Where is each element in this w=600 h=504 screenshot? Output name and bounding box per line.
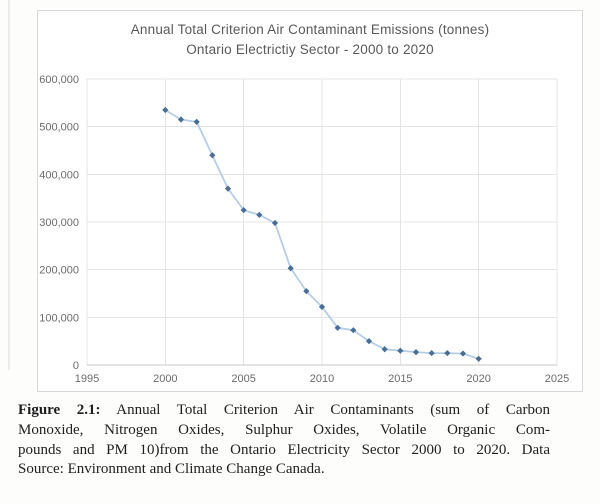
chart-plot: 0 100,000 200,000 300,000 400,000 500,000 600,… bbox=[39, 74, 569, 385]
svg-text:500,000: 500,000 bbox=[39, 122, 79, 134]
caption-line-3: pounds and PM 10)from the Ontario Electr… bbox=[18, 441, 550, 458]
svg-text:2015: 2015 bbox=[388, 373, 412, 385]
gridlines bbox=[86, 78, 558, 366]
chart-title-line1: Annual Total Criterion Air Contaminant E… bbox=[130, 22, 490, 37]
scan-edge-shadow bbox=[8, 0, 11, 370]
figure-label: Figure 2.1: bbox=[18, 402, 101, 418]
caption-line-2: Monoxide, Nitrogen Oxides, Sulphur Oxide… bbox=[18, 421, 550, 438]
figure-caption: Figure 2.1: Annual Total Criterion Air C… bbox=[18, 401, 550, 480]
svg-text:2000: 2000 bbox=[153, 373, 177, 385]
svg-text:600,000: 600,000 bbox=[39, 74, 79, 86]
data-markers bbox=[162, 106, 482, 362]
svg-text:2020: 2020 bbox=[466, 373, 490, 385]
svg-text:2005: 2005 bbox=[231, 373, 255, 385]
svg-text:2010: 2010 bbox=[310, 373, 334, 385]
svg-text:100,000: 100,000 bbox=[39, 312, 79, 324]
svg-text:0: 0 bbox=[73, 360, 79, 372]
emissions-chart: Annual Total Criterion Air Contaminant E… bbox=[37, 10, 583, 392]
chart-title-line2: Ontario Electrictiy Sector - 2000 to 202… bbox=[186, 42, 434, 57]
chart-title: Annual Total Criterion Air Contaminant E… bbox=[38, 20, 582, 60]
caption-line-4: Source: Environment and Climate Change C… bbox=[18, 461, 325, 478]
x-axis-labels: 1995 2000 2005 2010 2015 2020 2025 bbox=[75, 373, 569, 385]
svg-text:200,000: 200,000 bbox=[39, 265, 79, 277]
caption-line-1: Figure 2.1: Annual Total Criterion Air C… bbox=[18, 401, 550, 421]
caption-line-1-text: Annual Total Criterion Air Contaminants … bbox=[100, 402, 550, 418]
svg-text:1995: 1995 bbox=[75, 373, 99, 385]
svg-text:2025: 2025 bbox=[545, 373, 569, 385]
svg-text:400,000: 400,000 bbox=[39, 169, 79, 181]
svg-text:300,000: 300,000 bbox=[39, 217, 79, 229]
y-axis-labels: 0 100,000 200,000 300,000 400,000 500,000 600,… bbox=[39, 74, 79, 372]
